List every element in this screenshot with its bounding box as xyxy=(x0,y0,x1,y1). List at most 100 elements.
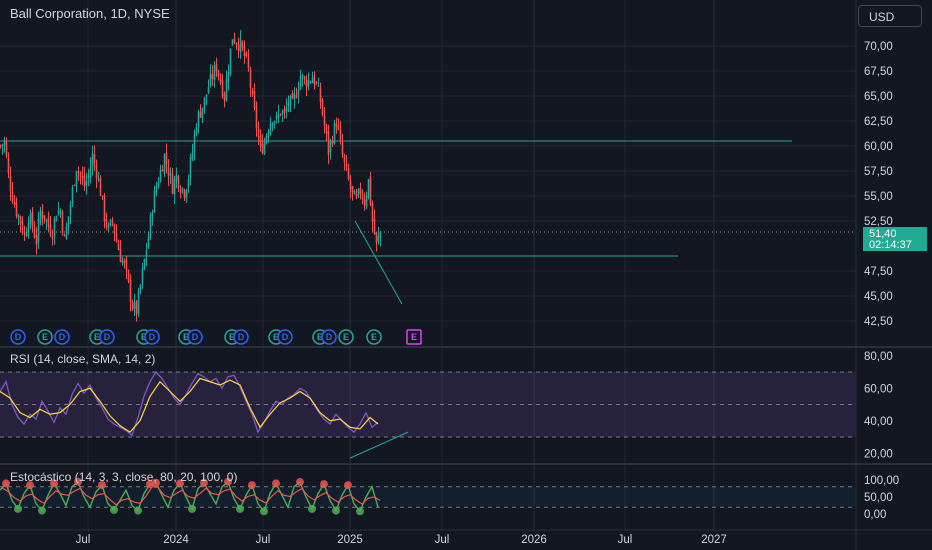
candle-body xyxy=(149,214,152,238)
earnings-marker[interactable]: E xyxy=(37,329,53,345)
event-marker-letter: D xyxy=(149,332,156,342)
candle-body xyxy=(231,39,234,46)
candle-body xyxy=(93,153,96,164)
candle-body xyxy=(261,143,264,154)
candle-body xyxy=(177,175,180,189)
candle-body xyxy=(295,95,298,98)
candle-body xyxy=(329,140,332,153)
candle-body xyxy=(175,174,178,182)
candle-body xyxy=(305,79,308,88)
earnings-marker[interactable]: E xyxy=(338,329,354,345)
event-marker-letter: E xyxy=(273,332,279,342)
candle-body xyxy=(223,93,226,101)
price-tick-label: 70,00 xyxy=(864,41,893,53)
event-marker-letter: D xyxy=(104,332,111,342)
stoch-signal-dot xyxy=(152,478,160,487)
dividend-marker[interactable]: D xyxy=(99,329,115,345)
candle-body xyxy=(321,99,324,115)
dividend-marker[interactable]: D xyxy=(144,329,160,345)
candle-body xyxy=(139,285,142,291)
candle-body xyxy=(13,201,16,205)
stoch-signal-dot xyxy=(2,479,10,488)
candle-body xyxy=(21,221,24,233)
time-tick-label: Jul xyxy=(435,534,450,546)
candle-body xyxy=(279,113,282,116)
candle-body xyxy=(193,134,196,152)
candle-body xyxy=(147,236,150,249)
dividend-marker-icon xyxy=(233,329,249,345)
candle-body xyxy=(313,74,316,86)
candle-body xyxy=(297,89,300,96)
candle-body xyxy=(203,97,206,109)
dividend-marker[interactable]: D xyxy=(10,329,26,345)
candle-body xyxy=(233,38,236,43)
candle-body xyxy=(211,74,214,80)
stoch-band-fill xyxy=(0,486,856,508)
candle-body xyxy=(115,233,118,242)
candle-body xyxy=(309,81,312,83)
chart-grid xyxy=(0,0,856,530)
candle-body xyxy=(113,224,116,234)
candlestick-series xyxy=(0,29,382,322)
earnings-marker[interactable]: E xyxy=(366,329,382,345)
candle-body xyxy=(311,77,314,84)
candle-body xyxy=(359,188,362,195)
stoch-signal-dot xyxy=(26,481,34,490)
candle-body xyxy=(273,121,276,123)
time-axis[interactable]: Jul 2024 Jul 2025 Jul 2026 Jul 2027 xyxy=(76,534,727,546)
stoch-signal-dot xyxy=(320,480,328,489)
trendline[interactable] xyxy=(354,220,403,305)
candle-body xyxy=(249,69,252,88)
stoch-signal-dot xyxy=(134,506,142,515)
candle-body xyxy=(269,123,272,134)
horizontal-levels[interactable] xyxy=(0,140,856,257)
candle-body xyxy=(357,188,360,195)
dividend-marker-icon xyxy=(99,329,115,345)
dividend-marker[interactable]: D xyxy=(321,329,337,345)
rsi-tick-label: 80,00 xyxy=(864,351,893,363)
rsi-indicator-label[interactable]: RSI (14, close, SMA, 14, 2) xyxy=(10,352,156,366)
dividend-marker[interactable]: D xyxy=(187,329,203,345)
candle-body xyxy=(367,179,370,198)
rsi-band xyxy=(0,371,856,508)
candle-body xyxy=(71,187,74,204)
candle-body xyxy=(27,223,30,233)
earnings-marker[interactable]: E xyxy=(406,329,422,345)
candle-body xyxy=(349,179,352,189)
candle-body xyxy=(135,301,138,315)
dividend-marker[interactable]: D xyxy=(233,329,249,345)
candle-body xyxy=(35,235,38,245)
bar-countdown: 02:14:37 xyxy=(869,239,912,251)
event-marker-letter: E xyxy=(229,332,235,342)
candle-body xyxy=(315,83,318,85)
candle-body xyxy=(83,175,86,187)
stochastic-indicator-label[interactable]: Estocástico (14, 3, 3, close, 80, 20, 10… xyxy=(10,470,238,484)
candle-body xyxy=(283,109,286,113)
rsi-series xyxy=(0,370,409,459)
candle-body xyxy=(155,186,158,194)
candle-body xyxy=(129,279,132,302)
event-marker-letter: D xyxy=(59,332,66,342)
candle-body xyxy=(229,48,232,75)
stoch-signal-dot xyxy=(344,481,352,490)
candle-body xyxy=(275,115,278,119)
price-axis[interactable]: 70,00 67,50 65,00 62,50 60,00 57,50 55,00 52,50… xyxy=(864,41,899,521)
price-tick-label: 62,50 xyxy=(864,116,893,128)
candle-body xyxy=(103,195,106,222)
dividend-marker[interactable]: D xyxy=(54,329,70,345)
dividend-marker[interactable]: D xyxy=(277,329,293,345)
candle-body xyxy=(247,57,250,69)
stoch-signal-dot xyxy=(356,507,364,516)
event-marker-letter: E xyxy=(183,332,189,342)
candle-body xyxy=(289,95,292,106)
candle-body xyxy=(285,107,288,112)
candle-body xyxy=(287,102,290,106)
time-tick-label: Jul xyxy=(256,534,271,546)
candle-body xyxy=(69,204,72,215)
stoch-signal-dot xyxy=(98,481,106,490)
candle-body xyxy=(29,213,32,225)
currency-button[interactable]: USD xyxy=(858,5,922,27)
